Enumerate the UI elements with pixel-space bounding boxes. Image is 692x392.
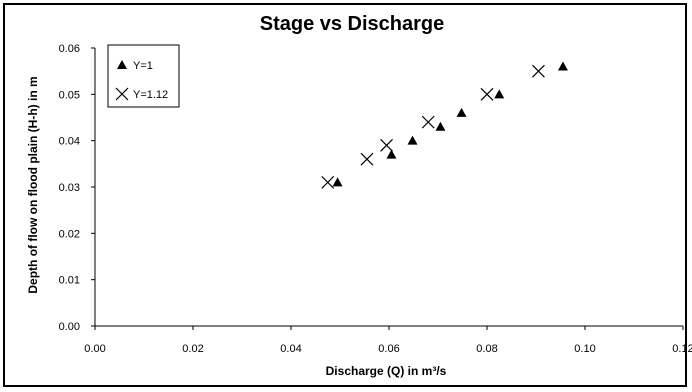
- legend-box: [107, 44, 180, 108]
- data-point-triangle: [407, 135, 418, 145]
- data-point-triangle: [386, 149, 397, 159]
- y-tick-label: 0.03: [59, 182, 80, 194]
- x-tick-label: 0.10: [574, 343, 595, 355]
- x-tick-label: 0.12: [672, 343, 692, 355]
- x-axis-ticks: 0.00 0.02 0.04 0.06 0.08 0.10 0.12: [84, 326, 692, 355]
- legend-item-label: Y=1.12: [133, 89, 168, 101]
- y-axis-label: Depth of flow on flood plain (H-h) in m: [26, 76, 40, 293]
- y-tick-label: 0.06: [59, 43, 80, 55]
- legend-triangle-marker: [117, 60, 127, 69]
- y-tick-label: 0.01: [59, 275, 80, 287]
- data-point-x: [480, 87, 494, 101]
- y-axis-ticks: 0.00 0.01 0.02 0.03 0.04 0.05 0.06: [59, 43, 95, 333]
- data-points: [321, 61, 568, 189]
- data-point-triangle: [435, 121, 446, 131]
- legend: Y=1 Y=1.12: [107, 44, 180, 108]
- chart-title: Stage vs Discharge: [260, 13, 445, 35]
- y-tick-label: 0.05: [59, 89, 80, 101]
- y-tick-label: 0.04: [59, 136, 80, 148]
- data-point-triangle: [332, 177, 343, 187]
- data-point-x: [380, 138, 393, 152]
- data-point-triangle: [494, 89, 505, 99]
- data-point-x: [360, 152, 374, 166]
- legend-x-marker: [115, 87, 129, 101]
- y-tick-label: 0.02: [59, 228, 80, 240]
- y-tick-label: 0.00: [59, 321, 80, 333]
- x-tick-label: 0.02: [182, 343, 203, 355]
- x-tick-label: 0.06: [378, 343, 399, 355]
- data-point-triangle: [456, 107, 467, 117]
- x-tick-label: 0.04: [280, 343, 301, 355]
- x-axis-label: Discharge (Q) in m³/s: [326, 364, 447, 378]
- x-tick-label: 0.00: [84, 343, 105, 355]
- axes: [94, 48, 683, 327]
- legend-item-label: Y=1: [133, 60, 153, 72]
- data-point-triangle: [557, 61, 568, 71]
- data-point-x: [321, 175, 335, 189]
- x-tick-label: 0.08: [476, 343, 497, 355]
- data-point-x: [532, 64, 545, 78]
- data-point-x: [421, 115, 435, 129]
